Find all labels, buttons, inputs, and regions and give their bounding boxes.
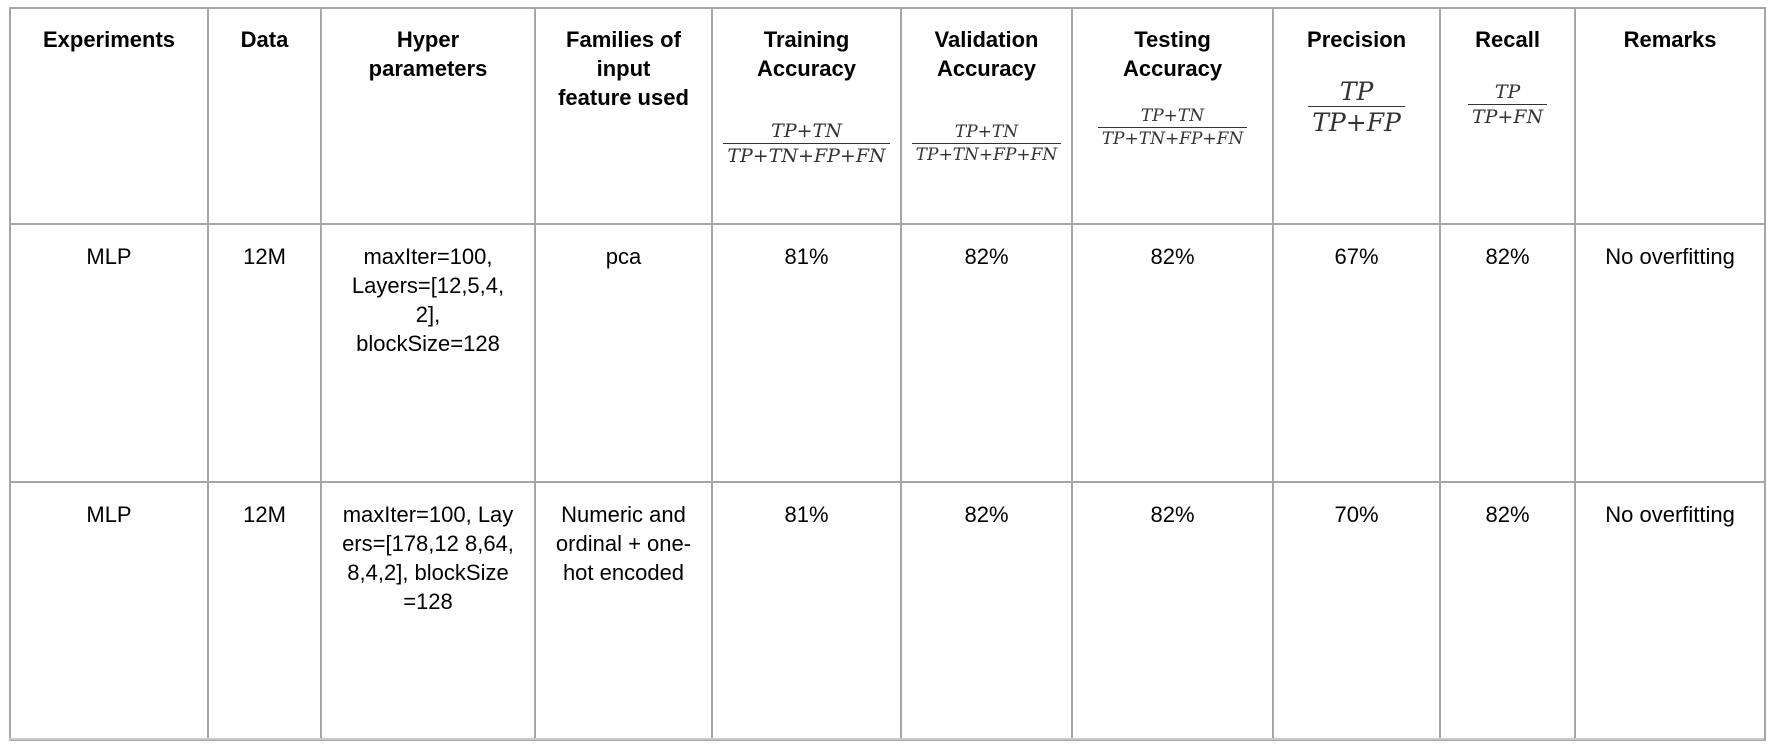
cell-testing-accuracy-text: 82% xyxy=(1150,502,1195,527)
cell-precision: 67% xyxy=(1272,223,1442,483)
formula-numerator: TP xyxy=(1339,77,1374,106)
cell-precision-text: 70% xyxy=(1334,502,1379,527)
recall-formula: TP TP+FN xyxy=(1467,81,1548,128)
table-bottom-divider xyxy=(9,738,1764,740)
cell-data-text: 12M xyxy=(243,244,286,269)
cell-testing-accuracy-text: 82% xyxy=(1150,244,1195,269)
cell-data: 12M xyxy=(207,481,322,741)
cell-recall-text: 82% xyxy=(1485,244,1530,269)
header-precision: Precision TP TP+FP xyxy=(1272,7,1442,225)
header-experiments: Experiments xyxy=(9,7,209,225)
cell-families: pca xyxy=(534,223,713,483)
cell-training-accuracy: 81% xyxy=(711,481,902,741)
header-testing-accuracy: Testing Accuracy TP+TN TP+TN+FP+FN xyxy=(1070,7,1275,225)
header-families: Families of input feature used xyxy=(534,7,713,225)
header-training-accuracy: Training Accuracy TP+TN TP+TN+FP+FN xyxy=(711,7,902,225)
cell-families-text: Numeric and ordinal + one-hot encoded xyxy=(555,502,692,585)
formula-denominator: TP+FP xyxy=(1308,106,1405,136)
cell-recall-text: 82% xyxy=(1485,502,1530,527)
header-families-label: Families of input feature used xyxy=(558,27,689,110)
cell-experiment-text: MLP xyxy=(86,502,132,527)
formula-numerator: TP xyxy=(1494,81,1521,103)
cell-remarks-text: No overfitting xyxy=(1605,244,1735,269)
cell-remarks: No overfitting xyxy=(1574,481,1767,741)
formula-denominator: TP+FN xyxy=(1467,104,1548,128)
header-data-label: Data xyxy=(240,27,289,52)
header-data: Data xyxy=(207,7,322,225)
cell-remarks-text: No overfitting xyxy=(1605,502,1735,527)
cell-recall: 82% xyxy=(1439,481,1577,741)
cell-training-accuracy-text: 81% xyxy=(784,244,829,269)
results-table: Experiments Data Hyper parameters Famili… xyxy=(9,7,1767,741)
table-row: MLP 12M maxIter=100, Layers=[12,5,4, 2],… xyxy=(9,223,1767,483)
cell-families: Numeric and ordinal + one-hot encoded xyxy=(534,481,713,741)
cell-hyper-parameters: maxIter=100, Layers=[12,5,4, 2], blockSi… xyxy=(320,223,536,483)
header-validation-accuracy-label: Validation Accuracy xyxy=(934,27,1039,81)
cell-precision: 70% xyxy=(1272,481,1442,741)
accuracy-formula-testing: TP+TN TP+TN+FP+FN xyxy=(1097,106,1248,149)
cell-data: 12M xyxy=(207,223,322,483)
cell-validation-accuracy: 82% xyxy=(900,223,1073,483)
header-experiments-label: Experiments xyxy=(42,27,176,52)
cell-validation-accuracy: 82% xyxy=(900,481,1073,741)
header-recall: Recall TP TP+FN xyxy=(1439,7,1577,225)
cell-experiment: MLP xyxy=(9,223,209,483)
header-remarks-label: Remarks xyxy=(1623,27,1717,52)
header-recall-label: Recall xyxy=(1475,27,1540,52)
precision-formula: TP TP+FP xyxy=(1308,78,1405,136)
cell-hyper-parameters: maxIter=100, Layers=[178,12 8,64,8,4,2],… xyxy=(320,481,536,741)
header-testing-accuracy-label: Testing Accuracy xyxy=(1123,27,1223,81)
formula-numerator: TP+TN xyxy=(1140,106,1205,126)
header-training-accuracy-label: Training Accuracy xyxy=(756,27,857,81)
cell-experiment: MLP xyxy=(9,481,209,741)
cell-training-accuracy: 81% xyxy=(711,223,902,483)
cell-families-text: pca xyxy=(605,244,642,269)
header-validation-accuracy: Validation Accuracy TP+TN TP+TN+FP+FN xyxy=(900,7,1073,225)
formula-denominator: TP+TN+FP+FN xyxy=(911,143,1062,165)
cell-hyper-parameters-text: maxIter=100, Layers=[12,5,4, 2], blockSi… xyxy=(351,244,505,356)
header-hyper-parameters-label: Hyper parameters xyxy=(368,27,488,81)
cell-training-accuracy-text: 81% xyxy=(784,502,829,527)
cell-validation-accuracy-text: 82% xyxy=(964,244,1009,269)
formula-denominator: TP+TN+FP+FN xyxy=(1097,127,1248,149)
header-remarks: Remarks xyxy=(1574,7,1767,225)
cell-experiment-text: MLP xyxy=(86,244,132,269)
formula-numerator: TP+TN xyxy=(954,122,1019,142)
header-precision-label: Precision xyxy=(1307,27,1407,52)
cell-precision-text: 67% xyxy=(1334,244,1379,269)
cell-testing-accuracy: 82% xyxy=(1070,481,1275,741)
table-row: MLP 12M maxIter=100, Layers=[178,12 8,64… xyxy=(9,481,1767,741)
header-row: Experiments Data Hyper parameters Famili… xyxy=(9,7,1767,225)
accuracy-formula-training: TP+TN TP+TN+FP+FN xyxy=(723,120,890,167)
cell-data-text: 12M xyxy=(243,502,286,527)
accuracy-formula-validation: TP+TN TP+TN+FP+FN xyxy=(911,122,1062,165)
formula-numerator: TP+TN xyxy=(771,120,842,142)
cell-recall: 82% xyxy=(1439,223,1577,483)
formula-denominator: TP+TN+FP+FN xyxy=(723,143,890,167)
cell-remarks: No overfitting xyxy=(1574,223,1767,483)
cell-hyper-parameters-text: maxIter=100, Layers=[178,12 8,64,8,4,2],… xyxy=(342,502,514,614)
header-hyper-parameters: Hyper parameters xyxy=(320,7,536,225)
cell-validation-accuracy-text: 82% xyxy=(964,502,1009,527)
cell-testing-accuracy: 82% xyxy=(1070,223,1275,483)
